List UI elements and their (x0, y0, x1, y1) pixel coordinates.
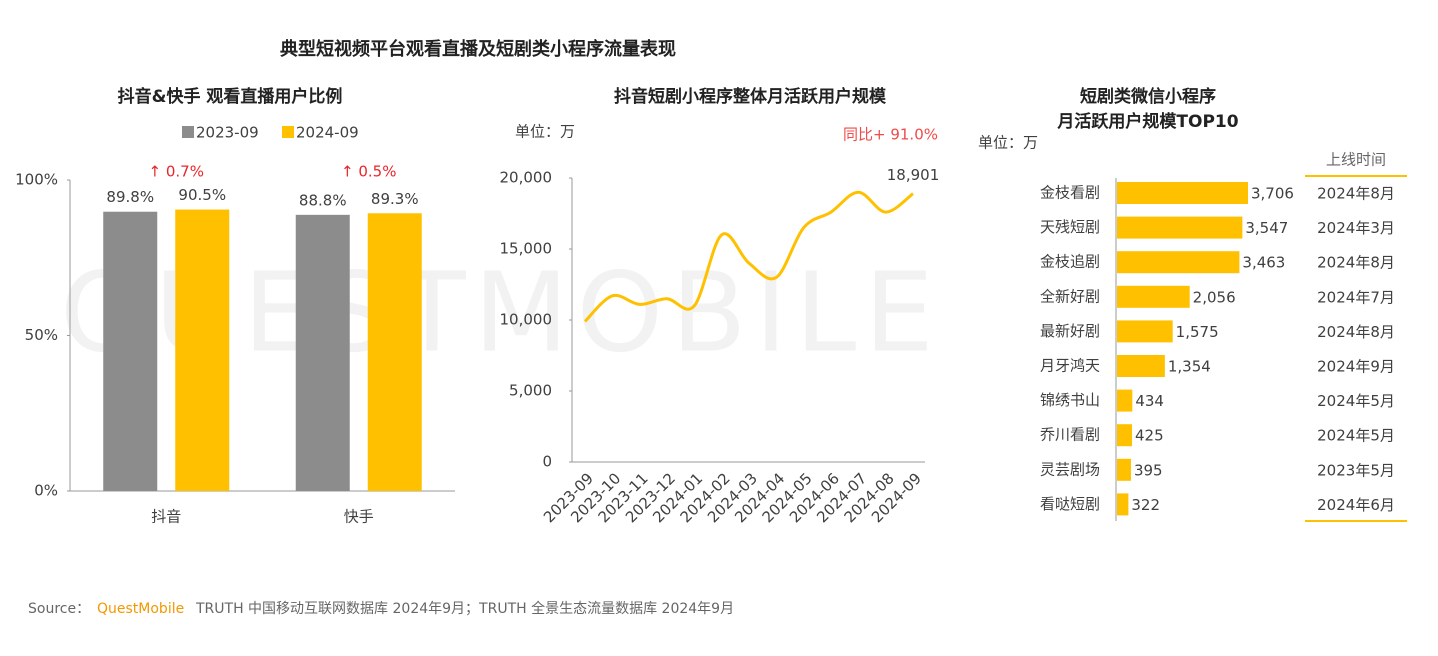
chart-title: 抖音&快手 观看直播用户比例 (118, 86, 343, 107)
value-label: 395 (1134, 461, 1163, 479)
unit: 单位：万 (978, 134, 1038, 152)
bar (1117, 458, 1131, 481)
bar (1117, 320, 1173, 343)
bar (367, 213, 422, 492)
y-tick-label: 15,000 (500, 240, 553, 258)
launch-date: 2024年9月 (1317, 358, 1395, 376)
source-brand: QuestMobile (97, 601, 184, 617)
chart-title: 抖音短剧小程序整体月活跃用户规模 (614, 86, 887, 107)
value-label: 322 (1131, 496, 1160, 514)
y-tick-label: 5,000 (509, 382, 552, 400)
x-tick-label: 抖音 (151, 508, 181, 526)
value-label: 2,056 (1193, 288, 1236, 306)
x-tick-label: 快手 (344, 508, 374, 526)
value-label: 1,354 (1168, 358, 1211, 376)
legend-label: 2023-09 (196, 124, 259, 142)
y-tick-label: 0 (542, 453, 552, 471)
source-text: TRUTH 中国移动互联网数据库 2024年9月；TRUTH 全景生态流量数据库… (195, 600, 734, 617)
value-label: 89.3% (371, 190, 419, 208)
value-label: 89.8% (106, 188, 154, 206)
legend-label: 2024-09 (296, 124, 359, 142)
category-label: 锦绣书山 (1040, 391, 1100, 409)
annotation: ↑ 0.5% (341, 163, 396, 181)
value-label: 3,547 (1245, 219, 1288, 237)
value-label: 425 (1135, 427, 1164, 445)
annotation: ↑ 0.7% (149, 163, 204, 181)
launch-date: 2024年5月 (1317, 427, 1395, 445)
value-label: 3,706 (1251, 185, 1294, 203)
launch-date: 2024年8月 (1317, 254, 1395, 272)
y-tick-label: 100% (15, 171, 58, 189)
chart-title: 短剧类微信小程序 (1080, 86, 1216, 107)
category-label: 金枝追剧 (1040, 253, 1100, 271)
launch-date: 2024年6月 (1317, 496, 1395, 514)
bar (1117, 182, 1248, 204)
bar (1117, 389, 1133, 412)
launch-date: 2024年7月 (1317, 288, 1395, 306)
source-label: Source： (28, 601, 90, 617)
legend-swatch (282, 126, 294, 138)
unit: 单位：万 (515, 123, 575, 141)
value-label: 434 (1135, 392, 1164, 410)
page-title: 典型短视频平台观看直播及短剧类小程序流量表现 (280, 38, 676, 60)
launch-date: 2024年5月 (1317, 392, 1395, 410)
value-label: 90.5% (178, 186, 226, 204)
y-tick-label: 10,000 (500, 311, 553, 329)
line (583, 190, 914, 323)
launch-date: 2024年8月 (1317, 185, 1395, 203)
value-label: 3,463 (1242, 254, 1285, 272)
category-label: 天残短剧 (1040, 218, 1100, 236)
bar (1117, 285, 1190, 308)
legend-swatch (182, 126, 194, 138)
y-tick-label: 50% (25, 326, 58, 344)
category-label: 最新好剧 (1040, 322, 1100, 340)
launch-date: 2024年8月 (1317, 323, 1395, 341)
category-label: 乔川看剧 (1040, 426, 1100, 444)
annotation: 同比+ 91.0% (843, 126, 938, 144)
y-tick-label: 0% (34, 482, 58, 500)
bar (1117, 355, 1165, 377)
bar (295, 214, 350, 491)
category-label: 看哒短剧 (1040, 495, 1100, 513)
bar (1117, 216, 1243, 239)
bar (1117, 251, 1240, 274)
value-label: 18,901 (887, 166, 940, 184)
category-label: 灵芸剧场 (1040, 460, 1100, 478)
value-label: 1,575 (1176, 323, 1219, 341)
bar (103, 211, 158, 492)
launch-date: 2023年5月 (1317, 461, 1395, 479)
y-tick-label: 20,000 (500, 169, 553, 187)
category-label: 月牙鸿天 (1040, 357, 1100, 375)
column-header: 上线时间 (1326, 151, 1386, 169)
chart-title: 月活跃用户规模TOP10 (1056, 111, 1238, 132)
launch-date: 2024年3月 (1317, 219, 1395, 237)
bar (1117, 493, 1129, 516)
bar (175, 209, 230, 492)
category-label: 全新好剧 (1040, 287, 1100, 305)
bar (1117, 424, 1133, 447)
value-label: 88.8% (299, 191, 347, 209)
category-label: 金枝看剧 (1040, 184, 1100, 202)
